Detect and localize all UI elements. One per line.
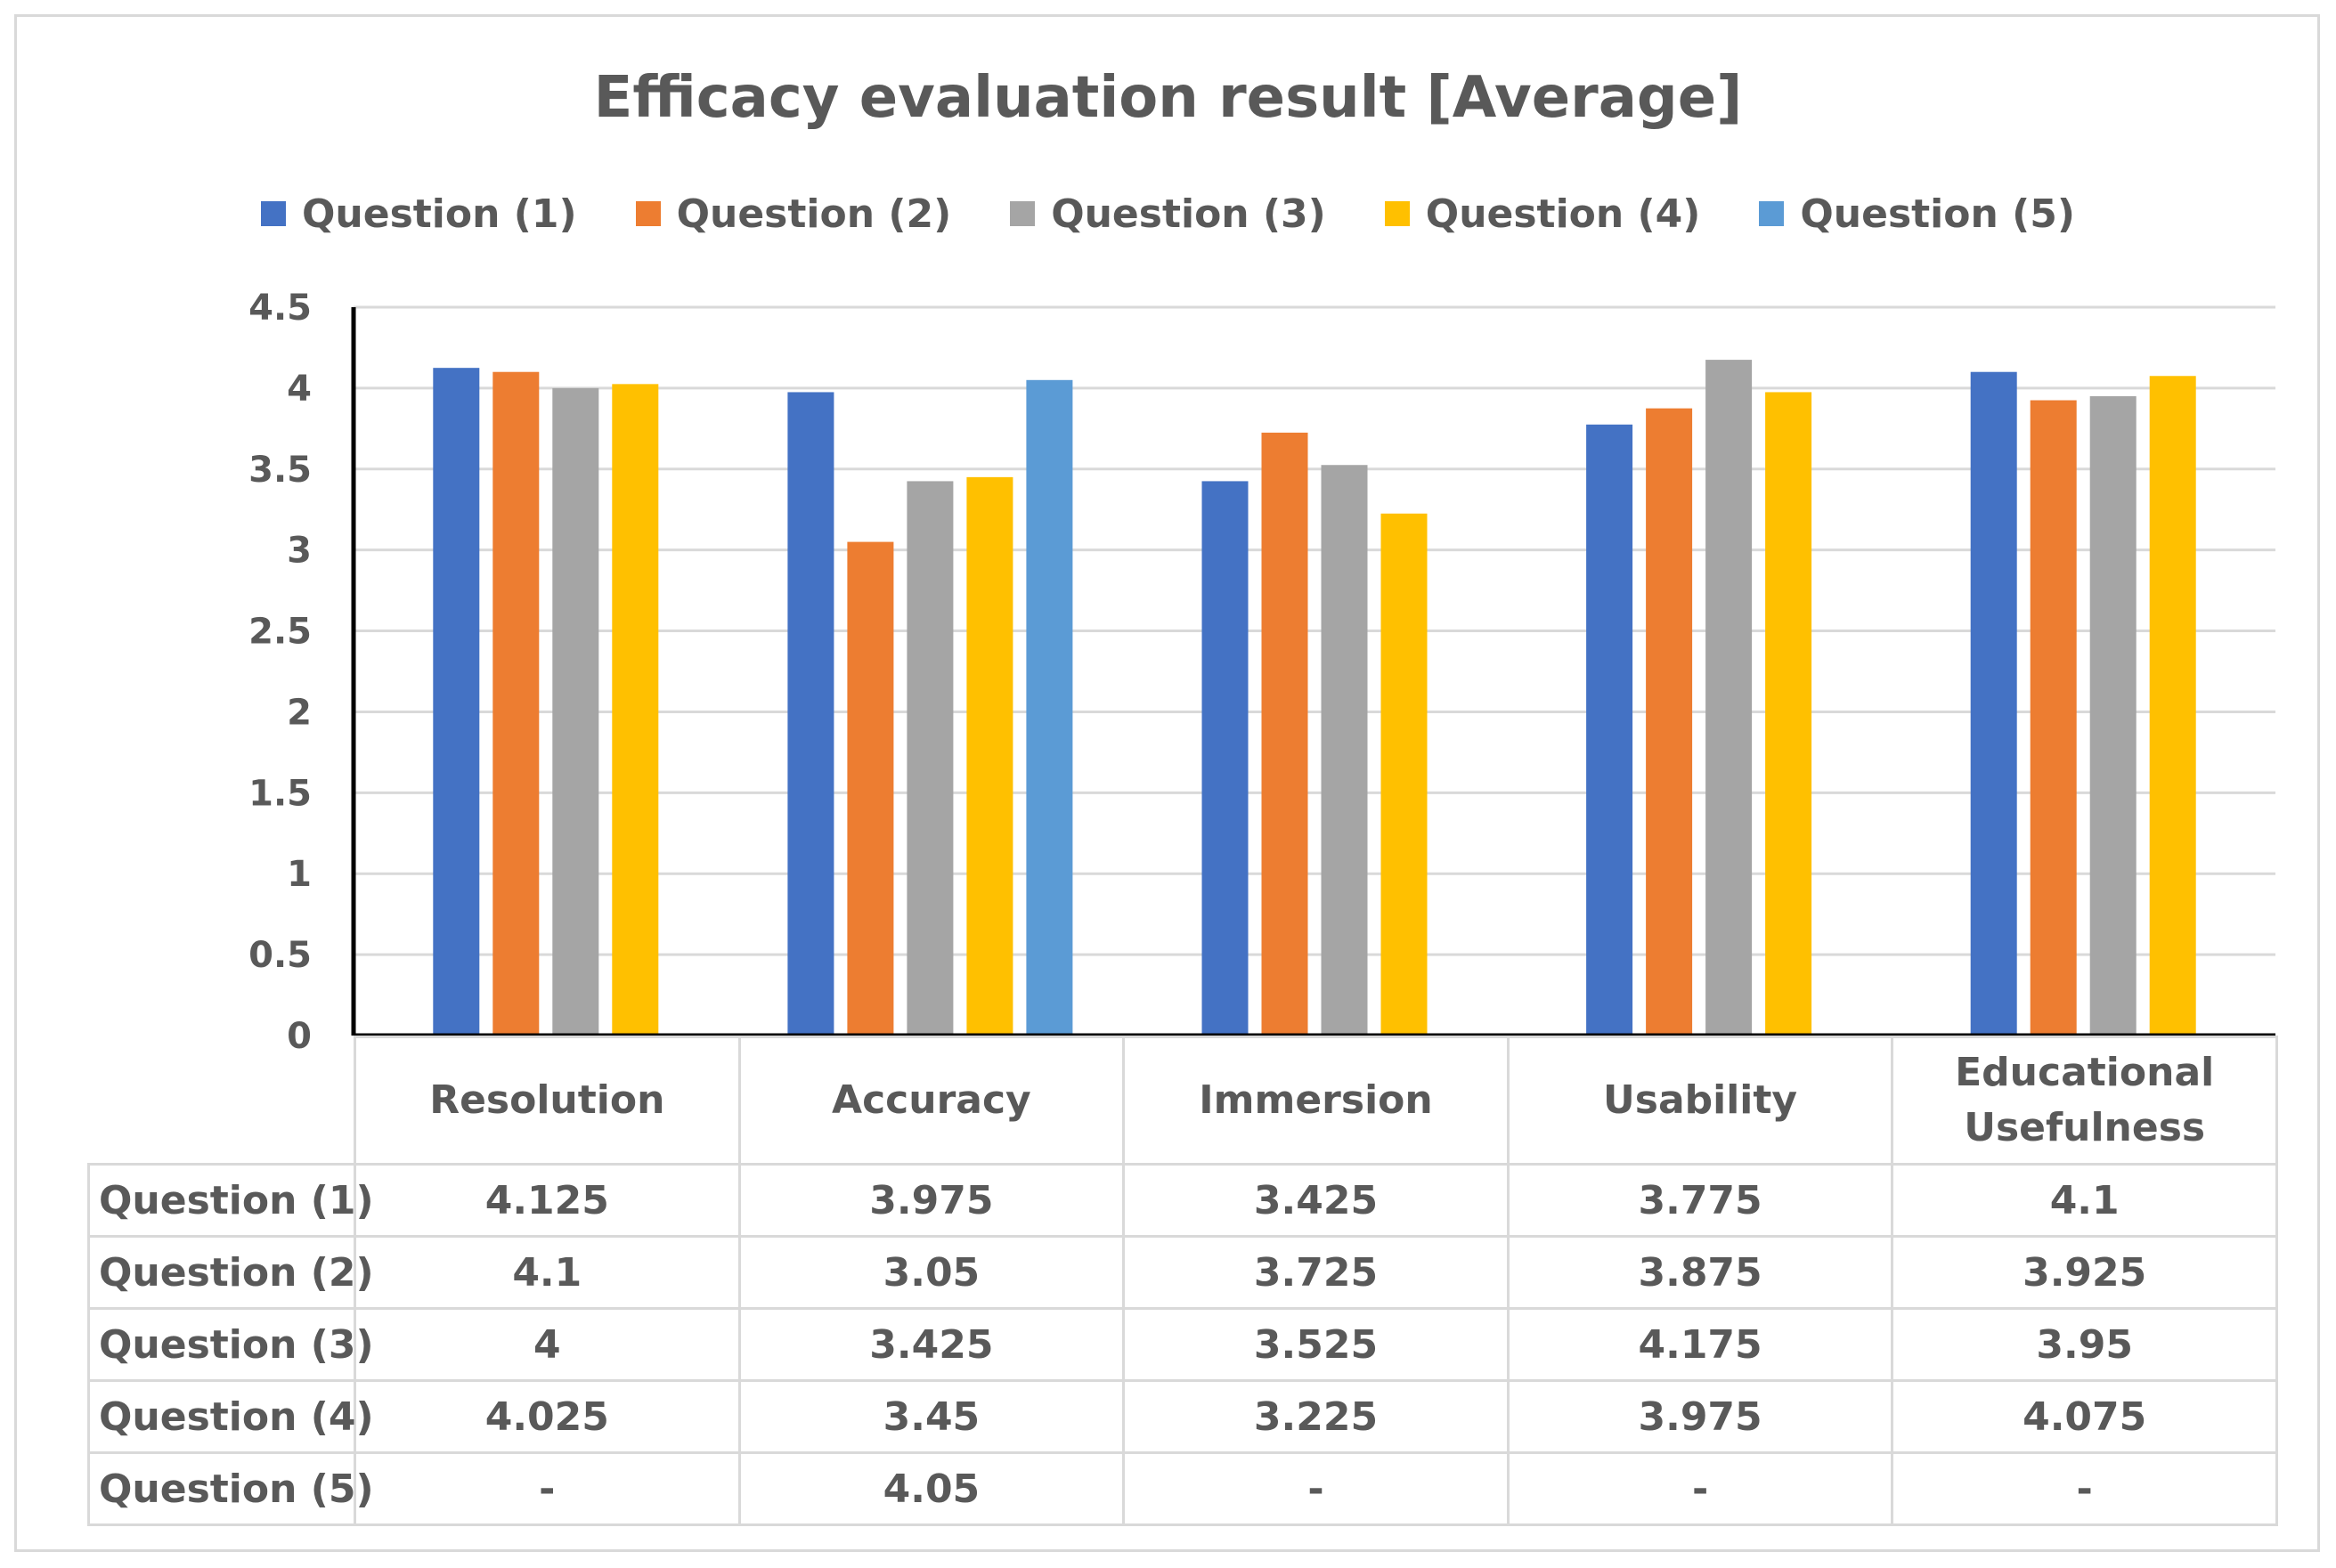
legend-label: Question (4) [1425, 191, 1701, 237]
bar [1380, 513, 1428, 1036]
legend-swatch [635, 201, 661, 226]
y-tick-label: 1.5 [248, 773, 312, 814]
data-label: 3.05 [737, 1235, 1126, 1310]
table-row: Question (4) 4.025 3.45 3.225 3.975 4.075 [87, 1379, 2278, 1454]
data-label: 4 [354, 1307, 741, 1382]
data-label: 3.425 [737, 1307, 1126, 1382]
y-tick-label: 3.5 [248, 450, 312, 491]
data-label: 3.225 [1122, 1379, 1510, 1454]
data-label: 4.025 [354, 1379, 741, 1454]
legend-item: Question (1) [261, 191, 577, 237]
bar [433, 368, 480, 1036]
data-label: 3.425 [1122, 1163, 1510, 1238]
y-tick-label: 2.5 [248, 612, 312, 653]
data-label: - [1891, 1451, 2278, 1526]
data-label: 3.875 [1506, 1235, 1894, 1310]
bar [1026, 379, 1073, 1036]
x-category-line: Usability [1603, 1077, 1798, 1123]
x-category-line: Resolution [429, 1077, 665, 1123]
bar [492, 371, 540, 1036]
data-label: 4.1 [1891, 1163, 2278, 1238]
x-category-line: Usefulness [1964, 1105, 2206, 1150]
x-category-label: Usability [1506, 1036, 1894, 1166]
row-series-label: Question (2) [87, 1235, 374, 1310]
bar [966, 476, 1013, 1036]
data-label: 3.45 [737, 1379, 1126, 1454]
bar [612, 384, 659, 1036]
x-category-label: Immersion [1122, 1036, 1510, 1166]
bar [847, 541, 894, 1036]
bar [1705, 360, 1753, 1036]
legend-item: Question (2) [635, 191, 952, 237]
row-series-label: Question (1) [87, 1163, 374, 1238]
data-label: 4.05 [737, 1451, 1126, 1526]
row-series-label: Question (3) [87, 1307, 374, 1382]
table-row: Question (2) 4.1 3.05 3.725 3.875 3.925 [87, 1235, 2278, 1310]
data-label: - [354, 1451, 741, 1526]
row-series-label: Question (4) [87, 1379, 374, 1454]
data-label: 4.125 [354, 1163, 741, 1238]
y-tick-label: 2 [287, 692, 312, 733]
x-category-label: Resolution [354, 1036, 741, 1166]
data-label: - [1122, 1451, 1510, 1526]
legend-label: Question (2) [676, 191, 952, 237]
legend-item: Question (3) [1010, 191, 1326, 237]
data-label: 3.925 [1891, 1235, 2278, 1310]
data-label: 3.775 [1506, 1163, 1894, 1238]
x-category-label: Educational Usefulness [1891, 1036, 2278, 1166]
y-tick-label: 4.5 [248, 288, 312, 329]
x-category-line: Immersion [1199, 1077, 1433, 1123]
x-category-line: Accuracy [832, 1077, 1031, 1123]
legend-label: Question (1) [302, 191, 577, 237]
bar [1321, 465, 1368, 1036]
chart-title: Efficacy evaluation result [Average] [593, 65, 1743, 131]
legend-swatch [1010, 201, 1036, 226]
legend-swatch [1384, 201, 1410, 226]
row-series-label: Question (5) [87, 1451, 374, 1526]
bar [2149, 376, 2196, 1036]
y-tick-label: 1 [287, 854, 312, 895]
data-label: - [1506, 1451, 1894, 1526]
legend-swatch [261, 201, 287, 226]
data-label: 3.525 [1122, 1307, 1510, 1382]
bar [552, 387, 599, 1036]
bar [907, 481, 954, 1036]
table-row: Question (1) 4.125 3.975 3.425 3.775 4.1 [87, 1163, 2278, 1238]
y-tick-label: 0.5 [248, 935, 312, 976]
data-label: 3.95 [1891, 1307, 2278, 1382]
data-label: 4.1 [354, 1235, 741, 1310]
legend: Question (1) Question (2) Question (3) Ques… [0, 183, 2336, 245]
bar [1765, 392, 1812, 1036]
legend-label: Question (5) [1800, 191, 2075, 237]
table-corner [88, 1036, 356, 1166]
bar [1586, 424, 1633, 1036]
legend-item: Question (4) [1384, 191, 1701, 237]
data-label: 3.975 [737, 1163, 1126, 1238]
legend-label: Question (3) [1051, 191, 1326, 237]
data-label: 3.975 [1506, 1379, 1894, 1454]
data-label: 4.075 [1891, 1379, 2278, 1454]
legend-swatch [1759, 201, 1785, 226]
bar [1261, 432, 1308, 1036]
bar [1970, 371, 2017, 1036]
x-category-label: Accuracy [737, 1036, 1126, 1166]
table-row: Question (5) -4.05- - - [87, 1451, 2278, 1526]
x-category-line: Educational [1955, 1050, 2215, 1095]
legend-item: Question (5) [1759, 191, 2075, 237]
bar [2030, 400, 2077, 1036]
bar [1646, 408, 1693, 1036]
table-row: Question (3) 4 3.425 3.525 4.175 3.95 [87, 1307, 2278, 1382]
bar [2089, 395, 2137, 1036]
y-tick-label: 3 [287, 531, 312, 572]
bar [1201, 481, 1249, 1036]
data-label: 4.175 [1506, 1307, 1894, 1382]
data-label: 3.725 [1122, 1235, 1510, 1310]
data-table: Resolution Accuracy Immersion Usability Educ… [87, 1036, 2278, 1526]
y-tick-label: 4 [287, 369, 312, 410]
bar [787, 392, 834, 1036]
